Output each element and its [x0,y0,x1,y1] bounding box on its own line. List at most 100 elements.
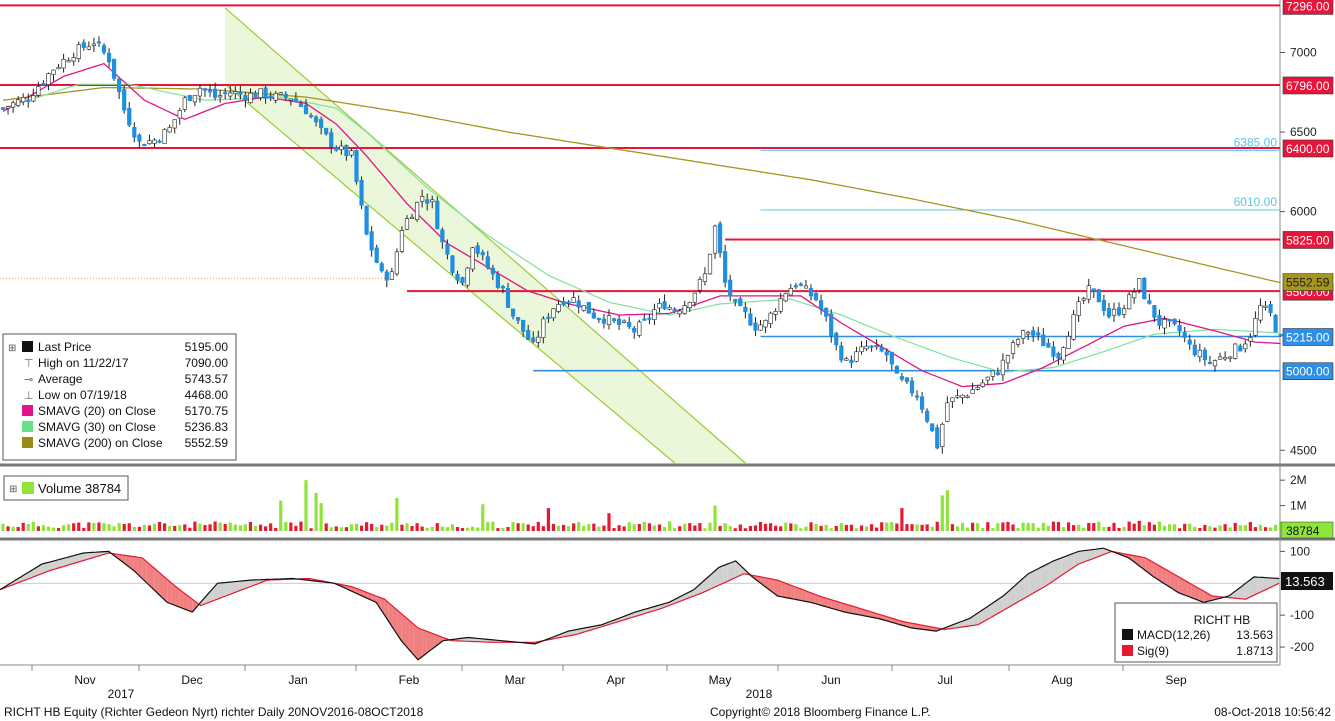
candle-body [1122,308,1127,315]
volume-bar [976,523,980,531]
volume-bar [981,528,985,531]
macd-fill [1099,548,1104,557]
volume-bar [900,508,904,531]
candle-body [990,370,995,377]
candle-body [440,229,445,243]
macd-fill [965,618,970,627]
high-marker-icon: ⊤ [24,358,34,370]
volume-bar [481,504,485,531]
macd-fill [1199,588,1204,603]
volume-bar [930,526,934,531]
candle-body [914,395,920,398]
candle-body [243,94,248,101]
volume-bar [849,524,853,531]
volume-bar [299,521,303,531]
volume-bar [183,524,187,531]
volume-bar [1112,522,1116,531]
legend-label: High on 11/22/17 [38,356,129,370]
volume-legend-expand-icon[interactable]: ⊞ [9,484,17,495]
candle-body [106,52,112,63]
macd-fill [718,565,724,586]
candle-body [1187,339,1192,345]
macd-fill [919,624,924,630]
candle-body [748,313,753,326]
volume-bar [11,526,15,531]
volume-bar [1132,523,1136,531]
volume-bar [67,524,71,531]
candle-body [1268,304,1273,314]
volume-bar [455,527,460,531]
volume-bar [854,528,859,531]
macd-legend-sig-value: 1.8713 [1236,644,1273,658]
volume-bar [546,508,550,531]
volume-bar [46,526,51,531]
volume-bar [390,522,394,531]
volume-bar [991,528,995,531]
candle-body [288,98,293,101]
macd-fill [1057,557,1062,579]
macd-fill [154,568,159,595]
candle-body [935,427,940,449]
candle-body [238,91,243,95]
candle-body [420,196,425,202]
candle-body [536,336,541,343]
volume-bars [1,480,1283,531]
candle-body [1020,330,1026,339]
macd-legend-sig-label: Sig(9) [1137,644,1169,658]
candle-body [162,129,167,144]
candle-body [51,69,56,75]
volume-bar [208,524,212,531]
candle-body [1258,305,1263,321]
candle-body [1177,325,1182,332]
candle-body [142,144,147,147]
candle-body [768,312,773,324]
volume-bar [955,526,960,531]
candle-body [81,42,86,48]
macd-fill [204,592,209,604]
volume-bar [1087,522,1091,531]
macd-fill [915,623,920,629]
volume-bar [870,524,874,531]
volume-bar [844,524,848,531]
legend-label: Average [38,372,83,386]
macd-fill [848,604,853,614]
volume-bar [1097,521,1101,531]
candle-body [632,327,637,333]
macd-fill [1132,555,1137,565]
candle-body [46,73,51,85]
legend-swatch-icon [22,341,33,352]
volume-bar [339,527,343,531]
candle-body [970,389,975,394]
volume-bar [1001,522,1005,531]
macd-fill [1262,577,1267,592]
volume-bar [1031,523,1035,531]
price-tick-label: 6000 [1290,205,1317,219]
candle-body [783,293,788,302]
candle-body [712,225,718,254]
candle-body [399,230,405,252]
candle-body [500,286,506,289]
candle-body [793,285,798,288]
volume-bar [885,522,889,531]
candle-body [591,312,596,319]
month-label: Jan [288,673,307,687]
candle-body [1217,356,1223,360]
volume-bar [1263,527,1268,531]
volume-bar [1253,527,1257,531]
candle-body [854,351,859,362]
sma20-line [2,62,1281,388]
volume-bar [804,526,808,531]
macd-fill [426,631,431,654]
candle-body [11,102,16,108]
candle-body [445,243,450,255]
candle-body [86,46,91,50]
volume-bar [415,523,419,531]
candle-body [642,318,647,321]
volume-bar [758,521,763,531]
volume-bar [1167,524,1172,531]
macd-fill [376,596,381,609]
macd-fill [142,557,147,583]
candle-body [1010,342,1016,354]
volume-bar [925,524,929,531]
candle-body [778,298,783,312]
